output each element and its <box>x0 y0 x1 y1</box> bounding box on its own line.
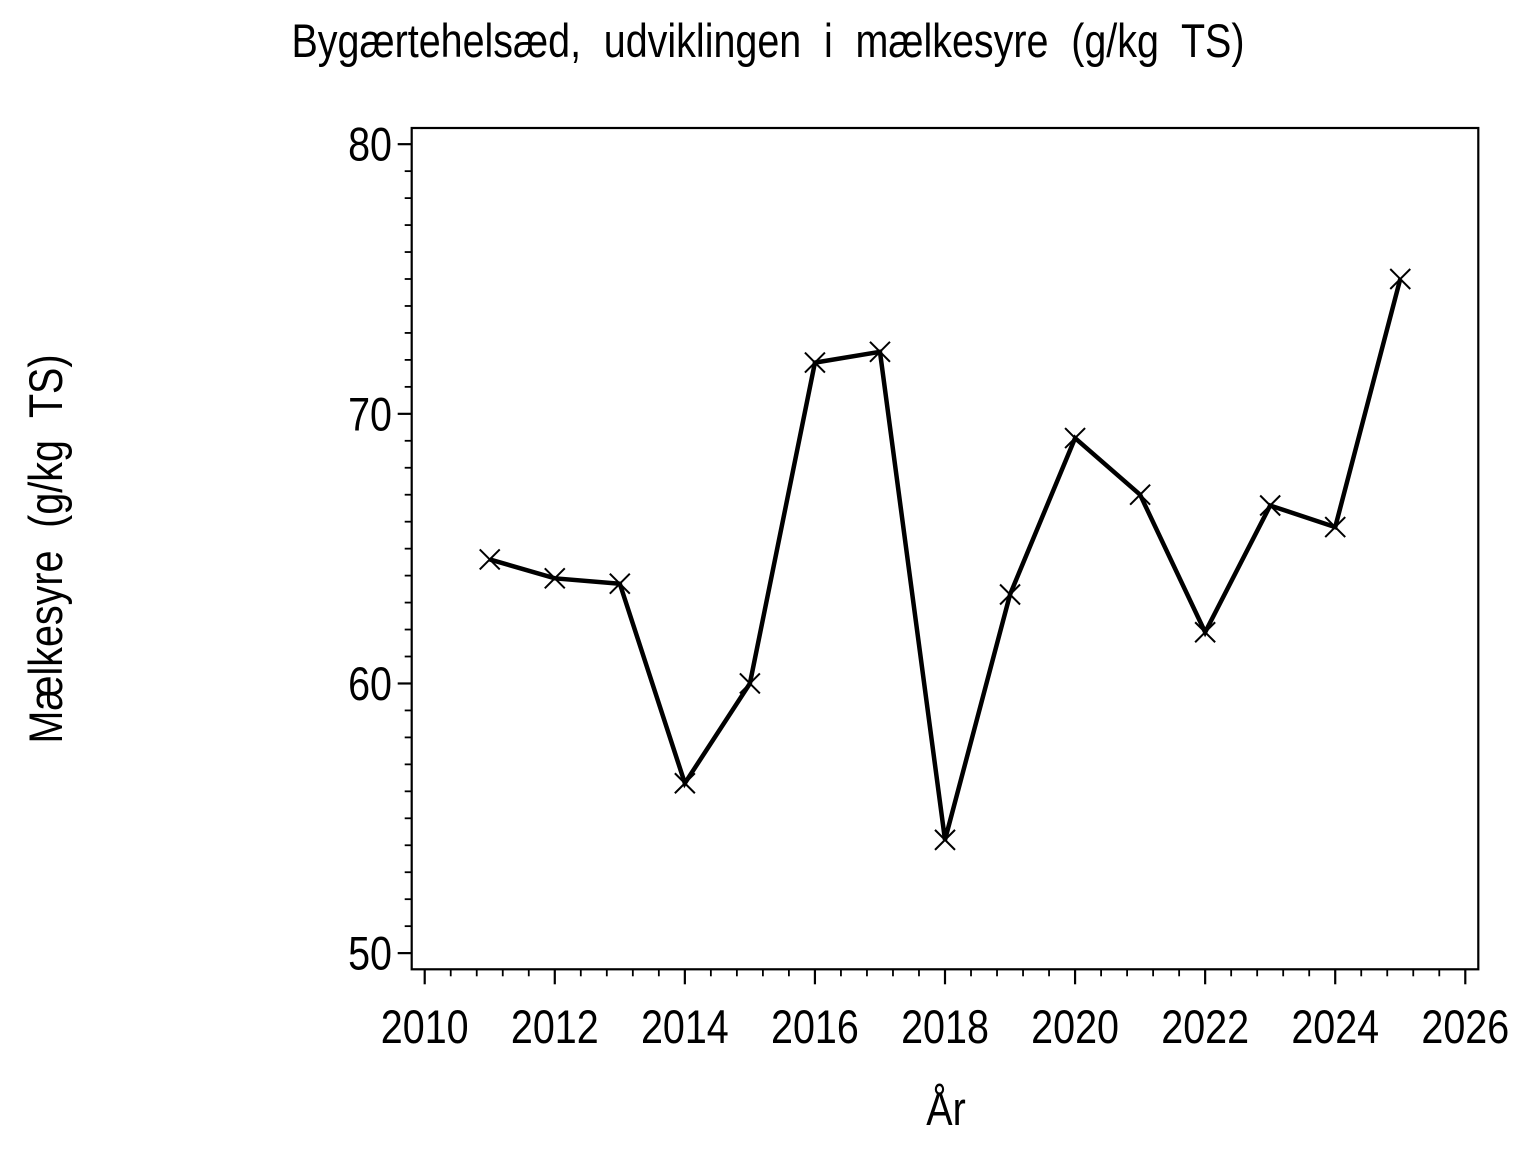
data-point-marker <box>1129 484 1151 506</box>
x-tick-label: 2010 <box>381 1002 469 1054</box>
x-tick-label: 2012 <box>511 1002 599 1054</box>
data-point-marker <box>1389 268 1411 290</box>
x-tick-label: 2022 <box>1161 1002 1249 1054</box>
x-tick-label: 2026 <box>1421 1002 1509 1054</box>
y-axis-title: Mælkesyre (g/kg TS) <box>21 354 73 743</box>
y-tick-label: 70 <box>348 389 392 441</box>
y-tick-label: 50 <box>348 928 392 980</box>
x-tick-label: 2016 <box>771 1002 859 1054</box>
data-point-marker <box>739 672 761 695</box>
x-tick-label: 2014 <box>641 1002 729 1054</box>
data-point-marker <box>1259 494 1281 517</box>
data-point-marker <box>934 829 956 851</box>
data-point-marker <box>1194 621 1216 643</box>
x-tick-label: 2024 <box>1291 1002 1379 1054</box>
x-axis-title: År <box>926 1084 965 1136</box>
axes-layer: 50 60 70 80 2010 2012 2014 2016 2018 2020 2022 2024… <box>348 120 1509 1054</box>
data-point-marker <box>544 567 566 590</box>
data-line <box>489 278 1403 841</box>
data-point-marker <box>674 772 696 794</box>
y-tick-label: 60 <box>348 659 392 711</box>
plot-frame <box>410 126 1480 971</box>
y-tick-label: 80 <box>348 120 392 172</box>
data-point-marker <box>609 572 631 595</box>
data-point-marker <box>1324 516 1346 538</box>
x-tick-label: 2018 <box>901 1002 989 1054</box>
chart-title: Bygærtehelsæd, udviklingen i mælkesyre (… <box>291 16 1244 68</box>
data-point-marker <box>479 548 501 571</box>
series-layer <box>479 268 1411 851</box>
data-point-marker <box>999 583 1021 606</box>
data-point-marker <box>1064 427 1086 449</box>
data-point-marker <box>869 341 891 363</box>
x-tick-label: 2020 <box>1031 1002 1119 1054</box>
data-point-marker <box>804 351 826 374</box>
